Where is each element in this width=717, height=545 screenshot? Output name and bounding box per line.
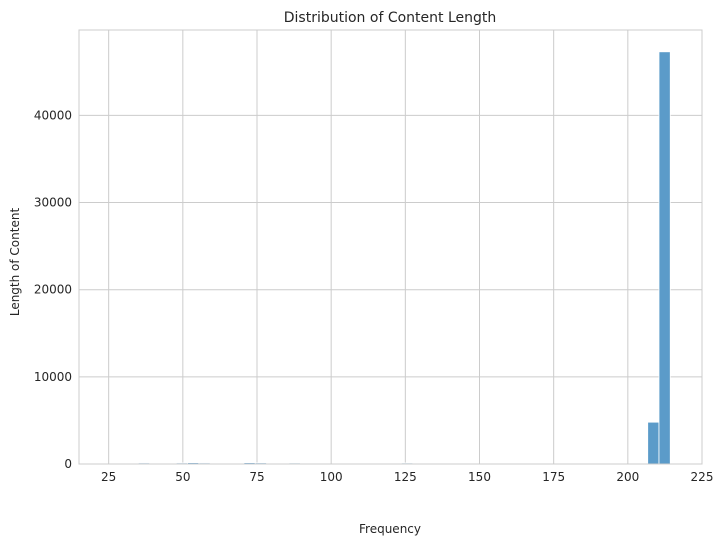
x-tick-label: 200: [616, 470, 639, 484]
y-tick-label: 30000: [34, 196, 72, 210]
y-tick-label: 40000: [34, 108, 72, 122]
y-axis-label: Length of Content: [8, 208, 22, 317]
x-tick-label: 50: [175, 470, 190, 484]
histogram-bar: [658, 51, 671, 465]
x-tick-label: 150: [468, 470, 491, 484]
x-tick-label: 75: [249, 470, 264, 484]
x-tick-labels: 25 50 75 100 125 150 175 200 225: [101, 470, 713, 484]
x-tick-label: 100: [320, 470, 343, 484]
chart-title: Distribution of Content Length: [284, 10, 497, 26]
x-tick-label: 125: [394, 470, 417, 484]
y-tick-label: 10000: [34, 370, 72, 384]
y-tick-label: 20000: [34, 283, 72, 297]
histogram-bar: [647, 421, 660, 465]
x-tick-label: 175: [542, 470, 565, 484]
x-tick-label: 25: [101, 470, 116, 484]
plot-frame: [78, 29, 703, 465]
y-tick-labels: 0 10000 20000 30000 40000: [34, 108, 72, 471]
grid: [79, 30, 703, 465]
x-tick-label: 225: [691, 470, 714, 484]
y-tick-label: 0: [64, 457, 72, 471]
bars: [137, 51, 671, 465]
x-axis-label: Frequency: [359, 522, 421, 536]
